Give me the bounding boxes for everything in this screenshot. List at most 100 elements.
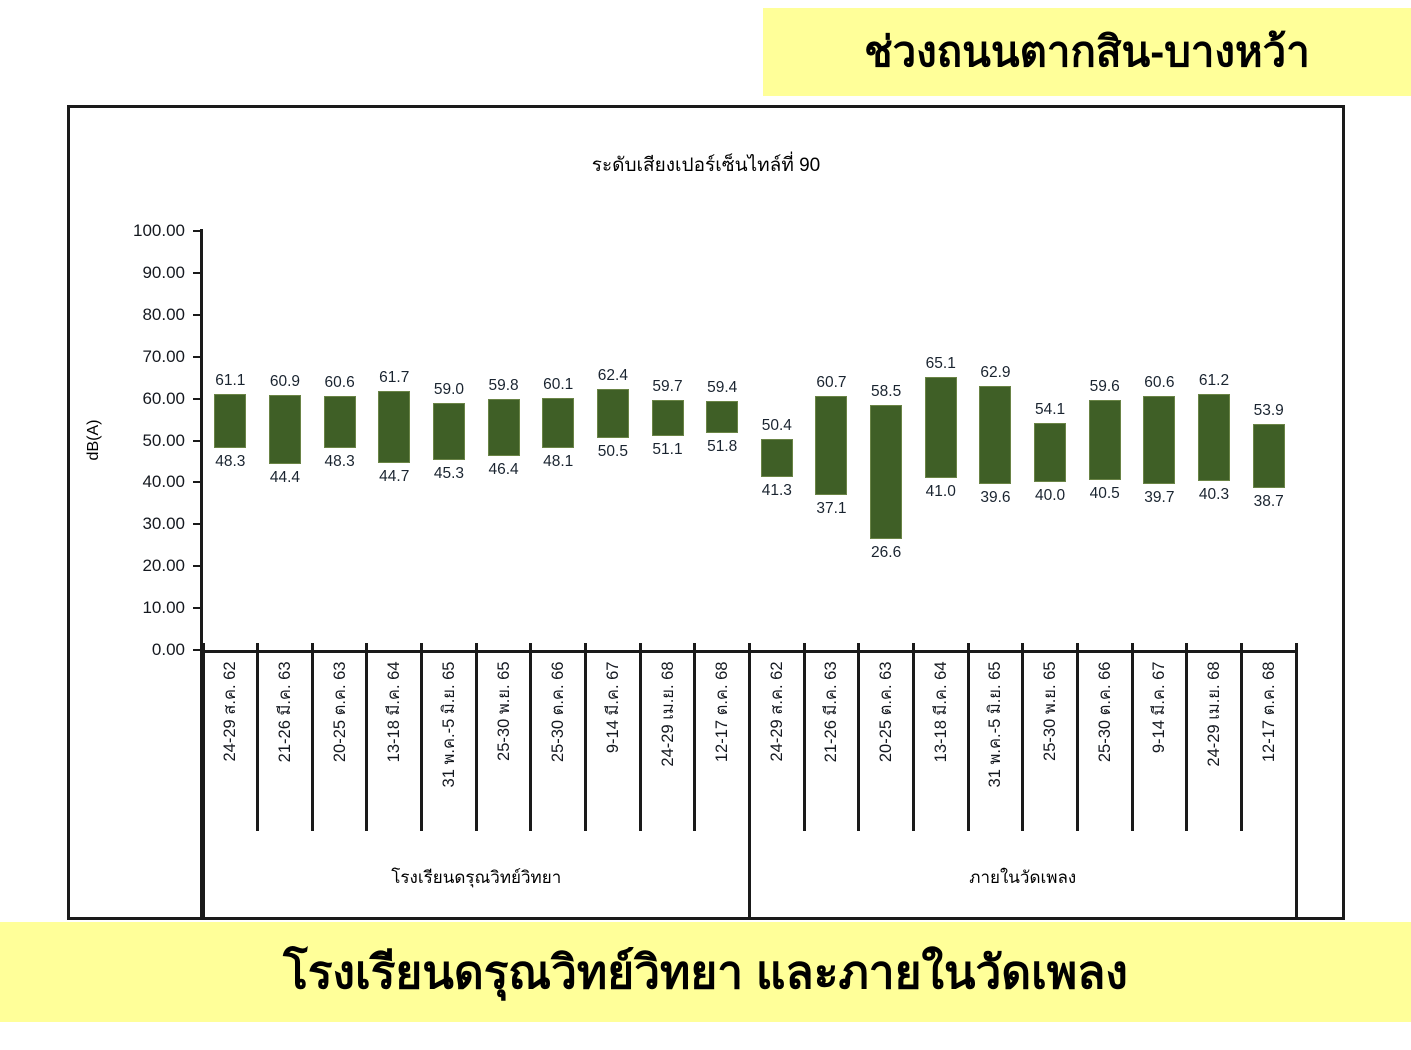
y-axis-tick-mark: [193, 313, 203, 316]
y-axis-tick-label: 40.00: [142, 472, 185, 492]
x-axis-category-label: 25-30 พ.ย. 65: [494, 661, 513, 761]
x-axis-category-label: 13-18 มี.ค. 64: [385, 661, 404, 762]
bar-low-value-label: 37.1: [816, 499, 847, 517]
bar-low-value-label: 51.1: [652, 440, 683, 458]
bar-low-value-label: 41.0: [925, 483, 956, 501]
range-bar: [870, 404, 903, 539]
y-axis-tick-mark: [193, 649, 203, 651]
y-axis-tick-label: 20.00: [142, 556, 185, 576]
y-axis-tick-label: 70.00: [142, 346, 185, 366]
y-axis-tick-label: 10.00: [142, 598, 185, 618]
bar-low-value-label: 40.5: [1089, 485, 1120, 503]
range-bar: [378, 391, 411, 463]
y-axis-tick-label: 60.00: [142, 388, 185, 408]
bar-low-value-label: 40.3: [1198, 486, 1230, 504]
bar-high-value-label: 59.4: [707, 379, 738, 397]
category-separator-line: [802, 643, 806, 831]
y-axis-tick-mark: [193, 481, 203, 484]
y-axis-tick-mark: [193, 439, 203, 442]
range-bar: [1034, 423, 1067, 483]
y-axis-tick-mark: [193, 271, 203, 274]
bar-high-value-label: 60.6: [1144, 374, 1175, 392]
bar-low-value-label: 46.4: [488, 460, 519, 478]
x-axis-category-label: 24-29 เม.ย. 68: [658, 661, 677, 767]
bar-low-value-label: 48.3: [215, 452, 246, 470]
bar-low-value-label: 39.7: [1144, 488, 1175, 506]
x-axis-category-label: 31 พ.ค.-5 มิ.ย. 65: [439, 661, 458, 787]
bar-high-value-label: 62.4: [597, 366, 628, 384]
bar-high-value-label: 60.9: [269, 372, 301, 390]
bar-high-value-label: 59.6: [1089, 378, 1120, 396]
bar-high-value-label: 60.1: [543, 376, 574, 394]
y-axis-tick-mark: [193, 355, 203, 358]
x-axis-category-label: 20-25 ต.ค. 63: [330, 661, 349, 762]
bar-low-value-label: 48.3: [324, 452, 355, 470]
bar-high-value-label: 54.1: [1034, 401, 1066, 419]
x-axis-category-label: 24-29 ส.ค. 62: [221, 661, 240, 761]
chart-frame: ระดับเสียงเปอร์เซ็นไทล์ที่ 90 dB(A) 0.00…: [67, 105, 1345, 920]
category-separator-line: [911, 643, 915, 831]
range-bar: [1143, 396, 1176, 484]
bar-low-value-label: 41.3: [761, 481, 792, 499]
category-separator-line: [420, 643, 424, 831]
group-boundary-line: [201, 643, 205, 917]
y-axis-tick-mark: [193, 607, 203, 610]
bar-high-value-label: 65.1: [925, 355, 956, 373]
x-axis-category-label: 12-17 ต.ค. 68: [713, 661, 732, 762]
y-axis-tick-mark: [193, 523, 203, 526]
category-separator-line: [256, 643, 260, 831]
bar-low-value-label: 39.6: [980, 489, 1011, 507]
range-bar: [979, 386, 1012, 485]
group-boundary-line: [1294, 643, 1298, 917]
category-separator-line: [638, 643, 642, 831]
x-axis-category-label: 13-18 มี.ค. 64: [931, 661, 950, 762]
range-bar: [432, 402, 465, 461]
bar-low-value-label: 40.0: [1034, 487, 1066, 505]
location-title-text: โรงเรียนดรุณวิทย์วิทยา และภายในวัดเพลง: [283, 945, 1128, 998]
range-bar: [651, 399, 684, 436]
bar-high-value-label: 53.9: [1253, 402, 1284, 420]
x-axis-category-label: 24-29 ส.ค. 62: [767, 661, 786, 761]
y-axis-tick-label: 0.00: [151, 640, 185, 659]
bar-low-value-label: 38.7: [1253, 492, 1284, 510]
bar-low-value-label: 45.3: [433, 465, 464, 483]
category-separator-line: [857, 643, 861, 831]
y-axis-tick-mark: [193, 565, 203, 568]
category-separator-line: [966, 643, 970, 831]
bar-high-value-label: 50.4: [761, 416, 792, 434]
y-axis-tick-label: 30.00: [142, 514, 185, 534]
y-axis-tick-label: 90.00: [142, 262, 185, 282]
range-bar: [706, 401, 739, 433]
group-boundary-line: [748, 643, 751, 917]
bar-high-value-label: 60.6: [324, 374, 355, 392]
range-bar: [760, 438, 793, 477]
category-separator-line: [474, 643, 478, 831]
y-axis-tick-mark: [193, 397, 203, 400]
x-axis-category-label: 21-26 มี.ค. 63: [275, 661, 294, 762]
range-bar: [214, 393, 247, 448]
range-bar: [487, 399, 520, 456]
y-axis-tick-label: 50.00: [142, 430, 185, 450]
x-axis-category-label: 9-14 มี.ค. 67: [1150, 661, 1169, 753]
range-bar: [924, 377, 957, 479]
x-axis-category-label: 12-17 ต.ค. 68: [1259, 661, 1278, 762]
range-bar: [1252, 424, 1285, 488]
x-axis-category-label: 24-29 เม.ย. 68: [1205, 661, 1224, 767]
category-separator-line: [693, 643, 697, 831]
bar-high-value-label: 60.7: [816, 373, 847, 391]
bar-low-value-label: 26.6: [871, 543, 902, 561]
bar-low-value-label: 44.4: [269, 468, 301, 486]
bar-low-value-label: 50.5: [597, 443, 628, 461]
bar-high-value-label: 59.8: [488, 377, 519, 395]
x-axis-category-label: 9-14 มี.ค. 67: [603, 661, 622, 753]
x-axis-category-label: 21-26 มี.ค. 63: [822, 661, 841, 762]
y-axis-line: [200, 229, 203, 917]
range-bar: [1088, 400, 1121, 481]
bar-high-value-label: 61.7: [379, 369, 410, 387]
range-bar: [815, 395, 848, 495]
route-title-banner: ช่วงถนนตากสิน-บางหว้า: [763, 8, 1411, 96]
range-bar: [323, 396, 356, 448]
x-axis-category-label: 25-30 พ.ย. 65: [1041, 661, 1060, 761]
x-axis-category-label: 25-30 ต.ค. 66: [1095, 661, 1114, 762]
y-axis-tick-label: 100.00: [133, 221, 185, 240]
